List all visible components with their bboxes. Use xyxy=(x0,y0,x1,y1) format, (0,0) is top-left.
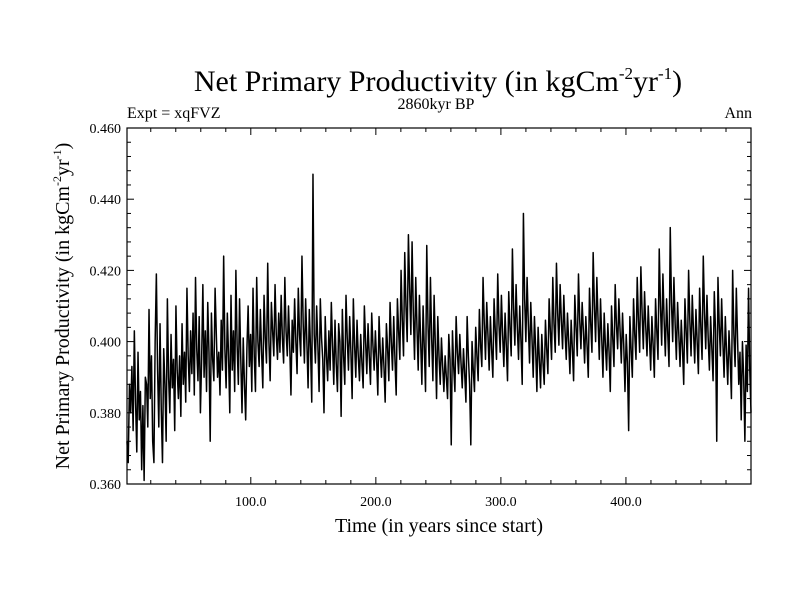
y-tick-label: 0.420 xyxy=(90,264,122,279)
period-label: 2860kyr BP xyxy=(398,96,475,113)
x-tick-label: 400.0 xyxy=(610,495,642,510)
experiment-label: Expt = xqFVZ xyxy=(127,105,220,122)
y-axis-label: Net Primary Productivity (in kgCm-2yr-1) xyxy=(50,143,74,470)
x-tick-label: 200.0 xyxy=(360,495,392,510)
plot-frame xyxy=(126,127,752,485)
y-tick-label: 0.360 xyxy=(90,478,122,493)
x-tick-label: 100.0 xyxy=(235,495,267,510)
x-axis-label: Time (in years since start) xyxy=(335,515,543,537)
y-tick-label: 0.440 xyxy=(90,193,122,208)
season-label: Ann xyxy=(724,105,752,122)
y-tick-label: 0.460 xyxy=(90,122,122,137)
y-axis: 0.360 0.380 0.400 0.420 0.440 0.460 xyxy=(90,122,751,493)
y-tick-label: 0.400 xyxy=(90,336,122,351)
chart-title: Net Primary Productivity (in kgCm-2yr-1) xyxy=(194,64,682,98)
npp-series-line xyxy=(126,173,752,482)
x-tick-label: 300.0 xyxy=(485,495,517,510)
y-tick-label: 0.380 xyxy=(90,407,122,422)
x-axis: 100.0 200.0 300.0 400.0 xyxy=(150,128,727,510)
